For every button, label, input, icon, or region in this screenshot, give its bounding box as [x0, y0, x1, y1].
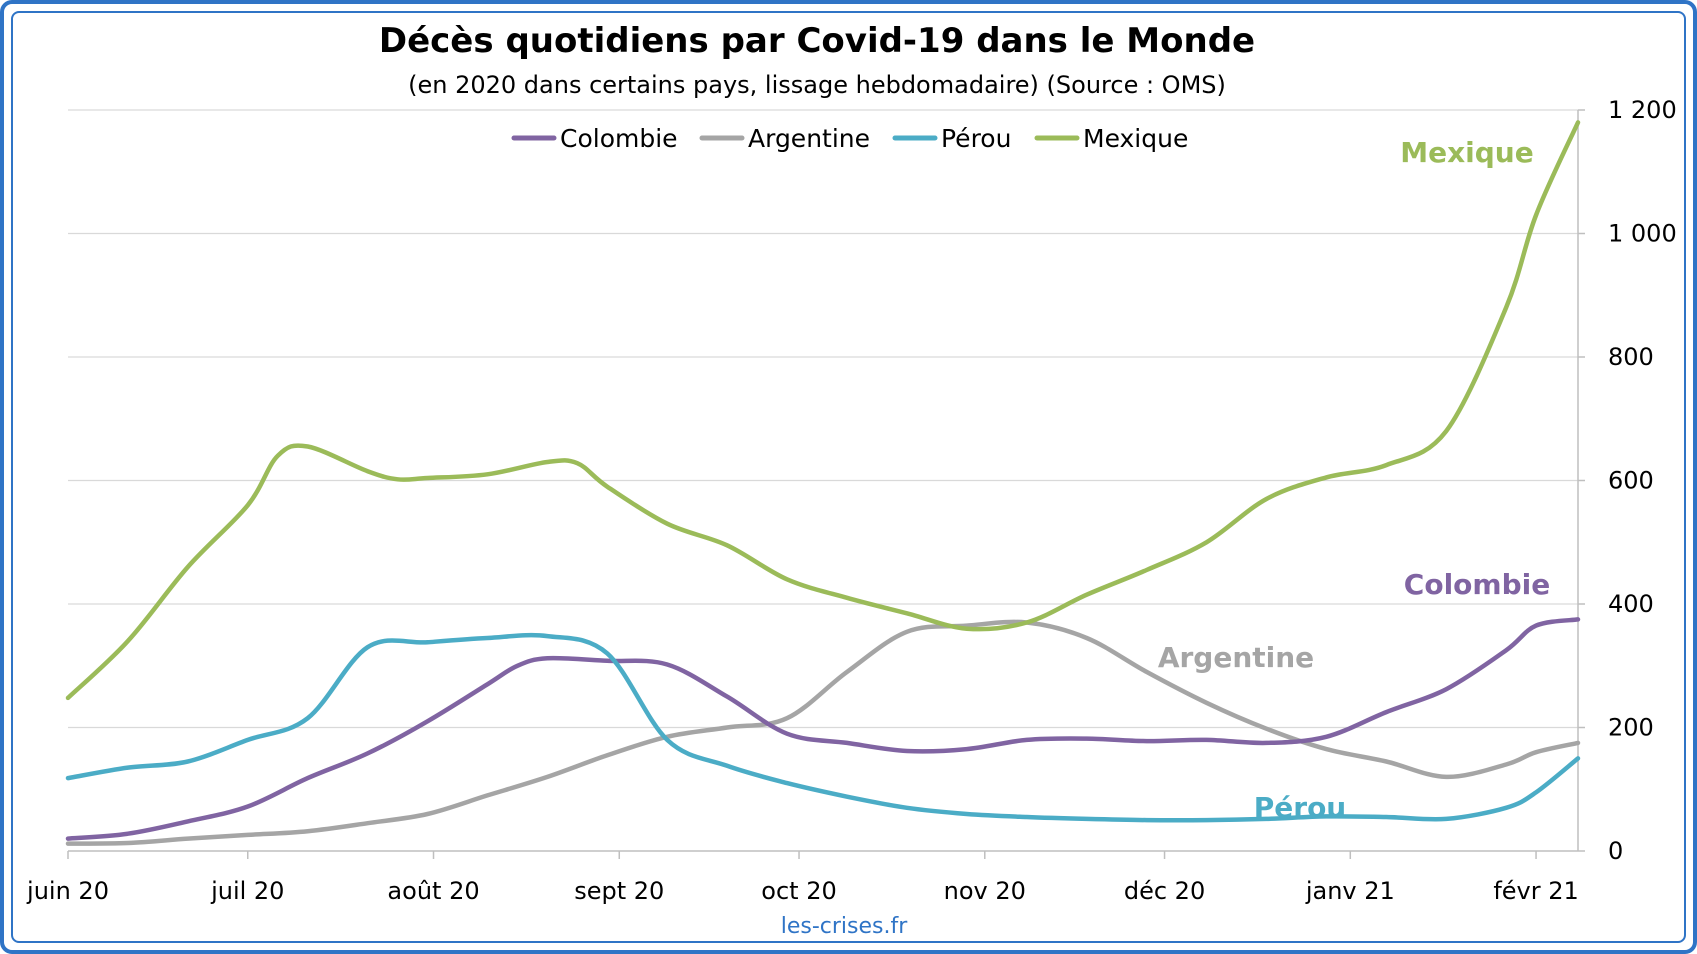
x-tick-label: déc 20 — [1124, 877, 1205, 905]
legend-label: Argentine — [748, 124, 870, 153]
legend-label: Colombie — [560, 124, 678, 153]
x-tick-label: sept 20 — [574, 877, 664, 905]
end-label-argentine: Argentine — [1158, 641, 1314, 674]
x-tick-label: juin 20 — [26, 877, 109, 905]
legend-label: Pérou — [941, 124, 1011, 153]
series-line-argentine — [65, 619, 1581, 846]
x-tick-label: oct 20 — [761, 877, 836, 905]
y-tick-label: 1 000 — [1608, 220, 1677, 248]
chart-title: Décès quotidiens par Covid-19 dans le Mo… — [379, 21, 1255, 61]
y-tick-label: 1 200 — [1608, 96, 1677, 124]
series-end-labels: Colombie Argentine Pérou Mexique — [1158, 136, 1550, 824]
x-tick-label: nov 20 — [944, 877, 1026, 905]
x-tick-label: août 20 — [387, 877, 479, 905]
series-line-mexique — [65, 120, 1581, 701]
x-tick-label: janv 21 — [1305, 877, 1395, 905]
x-tick-label: févr 21 — [1493, 877, 1578, 905]
end-label-pérou: Pérou — [1254, 791, 1347, 824]
series-line-colombie — [65, 617, 1581, 841]
y-tick-label: 800 — [1608, 343, 1654, 371]
end-label-mexique: Mexique — [1400, 136, 1533, 169]
y-tick-label: 600 — [1608, 467, 1654, 495]
series-lines — [65, 120, 1581, 846]
source-label: les-crises.fr — [781, 914, 908, 939]
y-tick-label: 400 — [1608, 590, 1654, 618]
axes: 0 200 400 600 800 1 000 1 200 juin 20 juil 20 aoû… — [26, 96, 1677, 905]
legend-label: Mexique — [1083, 124, 1188, 153]
end-label-colombie: Colombie — [1404, 568, 1550, 601]
chart-inner-border — [11, 11, 1686, 943]
y-tick-label: 200 — [1608, 714, 1654, 742]
legend: Colombie Argentine Pérou Mexique — [511, 124, 1188, 153]
y-tick-label: 0 — [1608, 837, 1623, 865]
chart-subtitle: (en 2020 dans certains pays, lissage heb… — [408, 71, 1226, 99]
x-tick-label: juil 20 — [210, 877, 284, 905]
series-line-pérou — [65, 632, 1581, 823]
gridlines — [68, 109, 1578, 729]
